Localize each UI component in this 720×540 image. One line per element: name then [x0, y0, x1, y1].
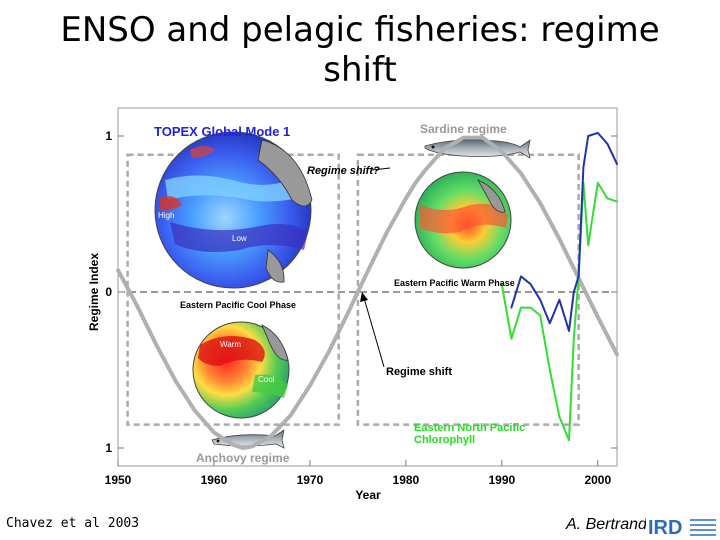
x-tick-label: 1950: [105, 473, 132, 487]
series-blue: [510, 131, 618, 332]
map-label-cool: Cool: [258, 375, 275, 384]
map-label-warm: Warm: [220, 340, 241, 349]
annotation-topex: TOPEX Global Mode 1: [154, 124, 290, 139]
y-tick-label: 1: [105, 441, 112, 455]
y-axis: 1 0 1: [105, 129, 617, 455]
annotation-chlorophyll-line2: Chlorophyll: [414, 434, 475, 446]
citation-right: A. Bertrand: [566, 516, 647, 533]
regime-shift-arrow: [360, 292, 385, 368]
y-axis-label: Regime Index: [87, 253, 101, 331]
x-tick-label: 1970: [297, 473, 324, 487]
series-chlorophyll: [500, 181, 618, 442]
x-tick-label: 1990: [488, 473, 515, 487]
map-label-high: High: [158, 211, 174, 220]
annotation-sardine-regime: Sardine regime: [420, 122, 507, 136]
x-axis: 1950 1960 1970 1980 1990 2000: [105, 460, 611, 487]
annotation-chlorophyll: Eastern North Pacific Chlorophyll: [414, 422, 528, 446]
annotation-regime-shift-question: Regime shift?: [307, 165, 380, 177]
slide-title: ENSO and pelagic fisheries: regime shift: [60, 10, 660, 90]
annotation-chlorophyll-line1: Eastern North Pacific: [414, 422, 525, 434]
x-tick-label: 1960: [201, 473, 228, 487]
annotation-anchovy-regime: Anchovy regime: [196, 451, 290, 465]
x-axis-label: Year: [355, 488, 381, 502]
map-label-low: Low: [232, 234, 247, 243]
x-tick-label: 2000: [584, 473, 611, 487]
ird-logo-text: IRD: [648, 517, 682, 538]
ird-logo: IRD: [646, 514, 718, 538]
y-tick-label: 0: [105, 285, 112, 299]
globe-warm-phase: [414, 171, 512, 269]
y-tick-label: 1: [105, 129, 112, 143]
plot-frame: [117, 107, 618, 467]
annotation-regime-shift: Regime shift: [386, 366, 452, 378]
series-layer: [116, 131, 619, 450]
globe-cool-phase: [192, 321, 290, 419]
annotation-cool-phase: Eastern Pacific Cool Phase: [180, 300, 296, 310]
series-regime-index: [116, 135, 619, 450]
globe-topex-mode-1: [154, 131, 313, 289]
annotation-warm-phase: Eastern Pacific Warm Phase: [394, 278, 515, 288]
regime-shift-question-arrow: [371, 167, 391, 171]
x-tick-label: 1980: [393, 473, 420, 487]
citation-left: Chavez et al 2003: [6, 516, 140, 531]
